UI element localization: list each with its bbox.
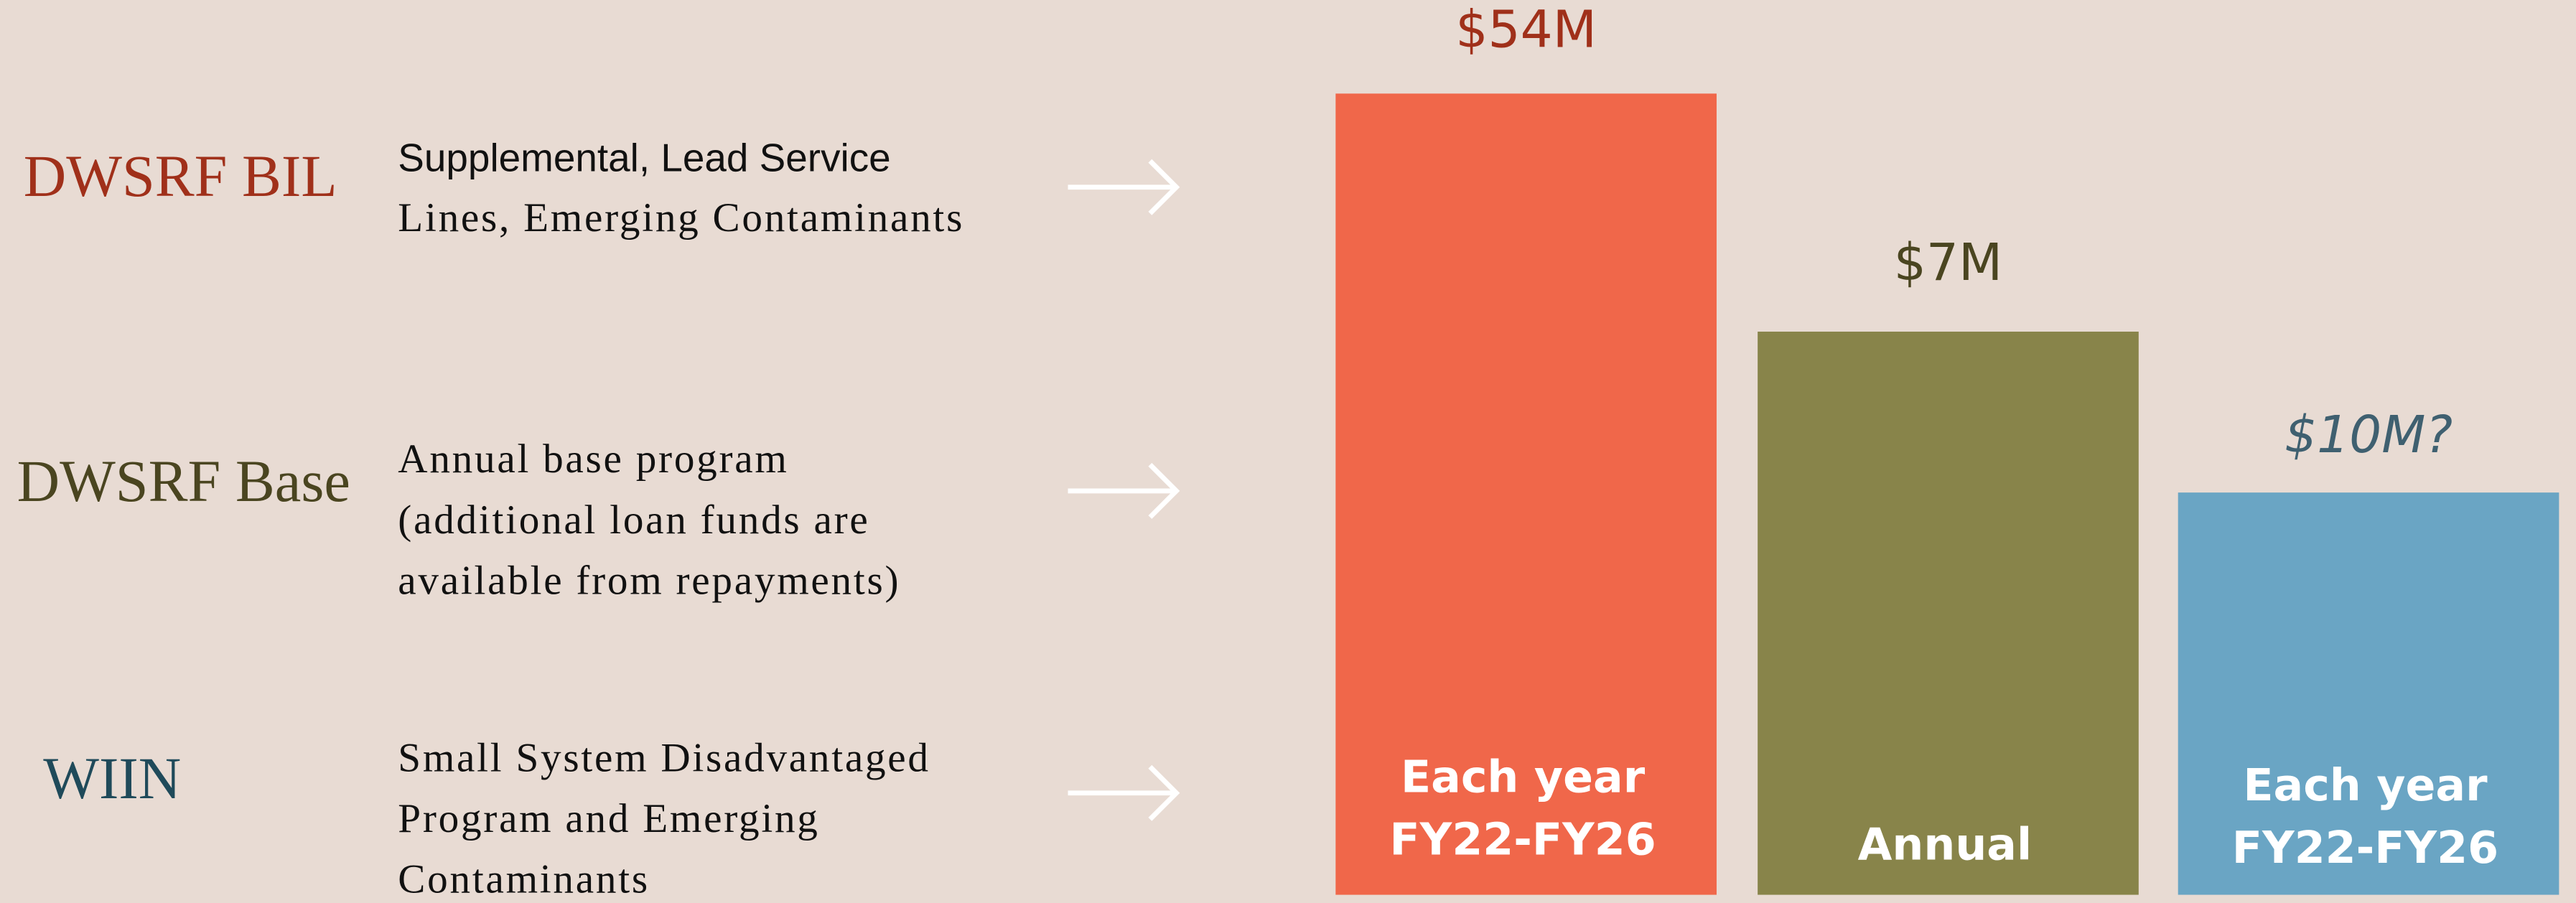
description-line: Small System Disadvantaged xyxy=(398,735,930,780)
bar-caption: FY22-FY26 xyxy=(1389,813,1656,865)
program-name: DWSRF Base xyxy=(17,449,350,514)
bar-caption: Each year xyxy=(2243,759,2488,811)
bar-caption: FY22-FY26 xyxy=(2232,822,2498,874)
description-line: Program and Emerging xyxy=(398,796,819,841)
description-line: Supplemental, Lead Service xyxy=(398,136,890,180)
bar xyxy=(2178,492,2559,895)
amount-label: $54M xyxy=(1455,0,1596,59)
arrow xyxy=(1068,764,1180,821)
bar xyxy=(1758,332,2139,895)
amount-label: $10M? xyxy=(2285,405,2453,464)
amount-label: $7M xyxy=(1894,233,2002,292)
description-line: available from repayments) xyxy=(398,558,900,603)
bar-caption: Annual xyxy=(1858,818,2033,870)
arrow xyxy=(1068,462,1180,519)
bar-caption: Each year xyxy=(1401,752,1646,803)
description-line: Annual base program xyxy=(398,436,788,482)
description-line: (additional loan funds are xyxy=(398,497,869,543)
arrow xyxy=(1068,159,1180,215)
program-name: DWSRF BIL xyxy=(24,144,337,209)
description-line: Lines, Emerging Contaminants xyxy=(398,195,964,240)
program-name: WIIN xyxy=(43,746,181,811)
bar xyxy=(1335,93,1717,895)
description-line: Contaminants xyxy=(398,857,650,902)
